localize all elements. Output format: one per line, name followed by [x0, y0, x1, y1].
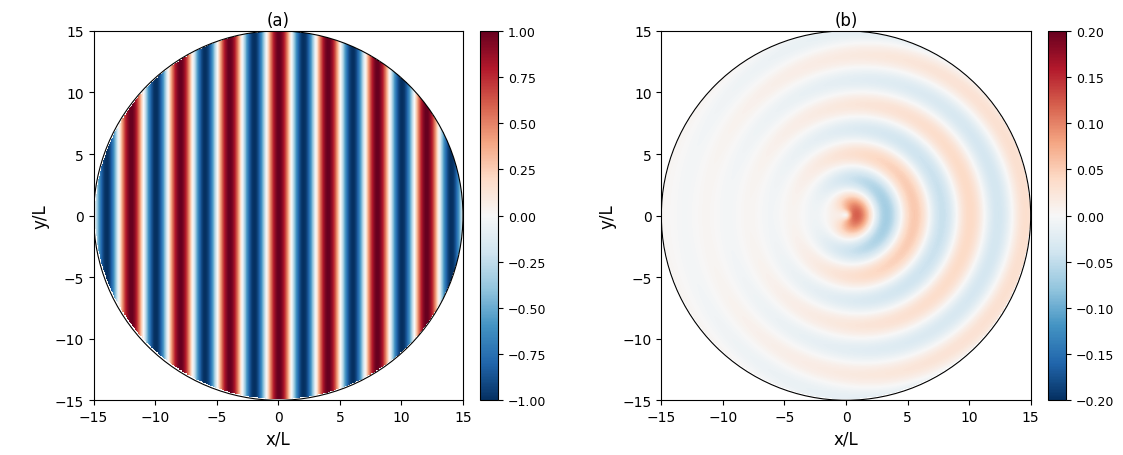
Title: (b): (b)	[834, 12, 858, 30]
X-axis label: x/L: x/L	[266, 430, 291, 448]
X-axis label: x/L: x/L	[833, 430, 858, 448]
Title: (a): (a)	[267, 12, 290, 30]
Y-axis label: y/L: y/L	[31, 204, 49, 228]
Y-axis label: y/L: y/L	[599, 204, 617, 228]
